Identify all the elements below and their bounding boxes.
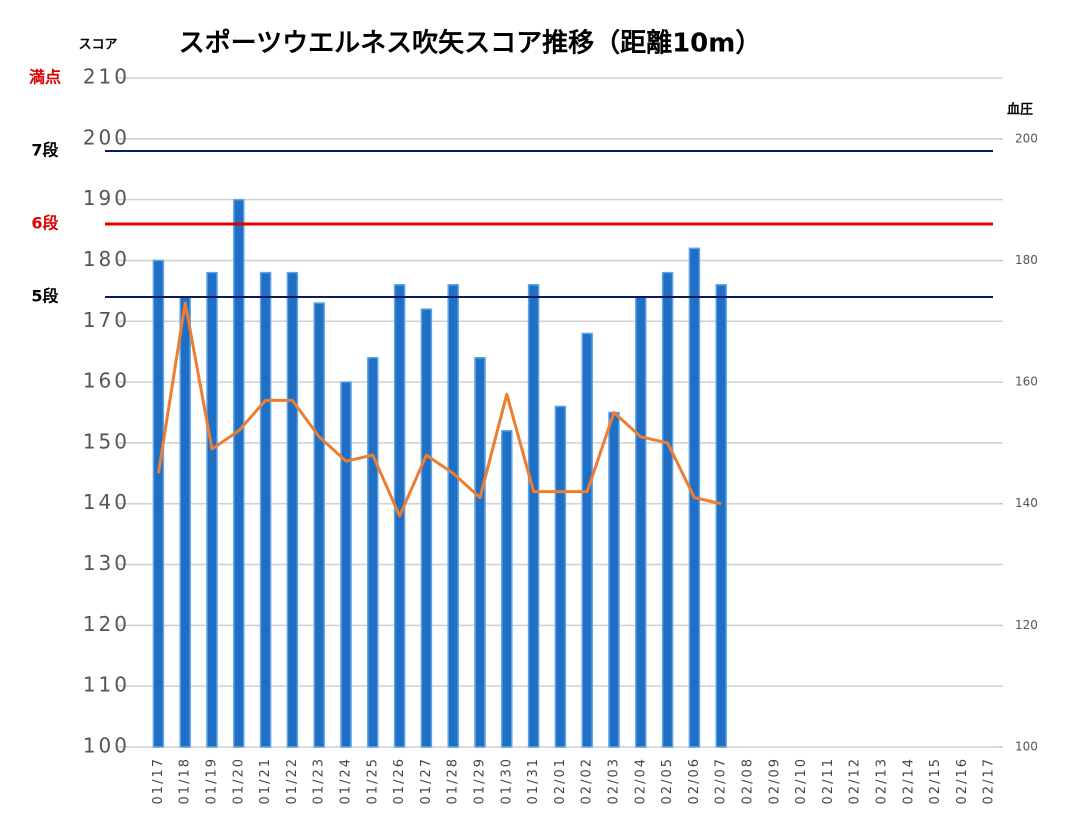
- y2-tick-label: 160: [1015, 375, 1038, 389]
- y-tick-label: 200: [83, 125, 130, 149]
- bar: [554, 405, 567, 748]
- x-tick-label: 02/15: [928, 757, 943, 804]
- y-tick-label: 140: [83, 490, 130, 514]
- x-tick-label: 02/09: [767, 757, 782, 804]
- x-tick-label: 02/03: [607, 757, 622, 804]
- bar: [286, 271, 299, 748]
- x-tick-label: 01/30: [499, 757, 514, 804]
- bar: [259, 271, 272, 748]
- x-tick-label: 02/11: [821, 757, 836, 804]
- bar: [527, 284, 540, 748]
- reference-label: 6段: [31, 213, 59, 232]
- y-tick-label: 120: [83, 612, 130, 636]
- x-tick-label: 01/21: [258, 757, 273, 804]
- bar: [447, 284, 459, 748]
- x-tick-label: 01/23: [312, 757, 327, 804]
- x-tick-label: 01/25: [365, 757, 380, 804]
- bar: [367, 357, 379, 748]
- x-tick-label: 01/24: [339, 757, 354, 804]
- reference-label: 5段: [31, 286, 59, 305]
- y2-tick-label: 100: [1015, 740, 1038, 754]
- y-tick-label: 160: [83, 369, 130, 393]
- x-tick-label: 02/12: [848, 757, 863, 804]
- x-tick-label: 02/05: [660, 757, 675, 804]
- chart-title: スポーツウエルネス吹矢スコア推移（距離10m）: [179, 28, 762, 59]
- y-tick-label: 130: [83, 551, 130, 575]
- x-tick-label: 02/07: [714, 757, 729, 804]
- bar: [715, 284, 727, 748]
- x-tick-label: 02/02: [580, 757, 595, 804]
- bar: [152, 259, 165, 748]
- y-tick-label: 170: [83, 308, 130, 332]
- y-tick-label: 210: [83, 65, 130, 89]
- y-tick-label: 110: [83, 673, 130, 697]
- y-tick-label: 190: [83, 186, 130, 210]
- x-tick-label: 02/16: [955, 757, 970, 804]
- x-tick-label: 02/01: [553, 757, 568, 804]
- y2-tick-label: 120: [1015, 618, 1038, 632]
- y-tick-label: 100: [83, 734, 130, 758]
- y2-tick-label: 140: [1015, 496, 1038, 510]
- x-tick-label: 01/31: [526, 757, 541, 804]
- y2-tick-label: 200: [1015, 131, 1038, 145]
- x-tick-label: 01/20: [231, 757, 246, 804]
- bar: [661, 271, 674, 748]
- x-tick-label: 01/29: [473, 757, 488, 804]
- bar: [233, 198, 245, 748]
- y2-tick-label: 180: [1015, 253, 1038, 267]
- x-tick-label: 02/04: [633, 757, 648, 804]
- x-tick-label: 02/14: [901, 757, 916, 804]
- x-tick-label: 02/08: [741, 757, 756, 804]
- x-tick-label: 01/22: [285, 757, 300, 804]
- reference-label: 満点: [29, 68, 61, 87]
- bar: [420, 308, 433, 748]
- y-axis-label: スコア: [78, 38, 117, 53]
- bar: [313, 302, 325, 748]
- bar: [340, 381, 352, 748]
- y2-axis-label: 血圧: [1007, 102, 1033, 118]
- x-tick-label: 02/06: [687, 757, 702, 804]
- x-tick-label: 01/27: [419, 757, 434, 804]
- x-tick-label: 01/18: [178, 757, 193, 804]
- bar: [179, 296, 191, 748]
- x-tick-label: 01/28: [446, 757, 461, 804]
- line-series: [156, 301, 722, 518]
- x-tick-label: 01/19: [205, 757, 220, 804]
- x-tick-label: 01/17: [151, 757, 166, 804]
- bar: [635, 296, 647, 748]
- bar: [474, 357, 486, 748]
- bar: [581, 332, 593, 748]
- bar: [501, 429, 513, 748]
- bar: [206, 271, 218, 748]
- x-tick-label: 02/10: [794, 757, 809, 804]
- reference-label: 7段: [31, 140, 59, 159]
- x-tick-label: 02/17: [982, 757, 997, 804]
- x-tick-label: 01/26: [392, 757, 407, 804]
- bar: [608, 411, 620, 748]
- y-tick-label: 150: [83, 429, 130, 453]
- x-tick-label: 02/13: [875, 757, 890, 804]
- y-tick-label: 180: [83, 247, 130, 271]
